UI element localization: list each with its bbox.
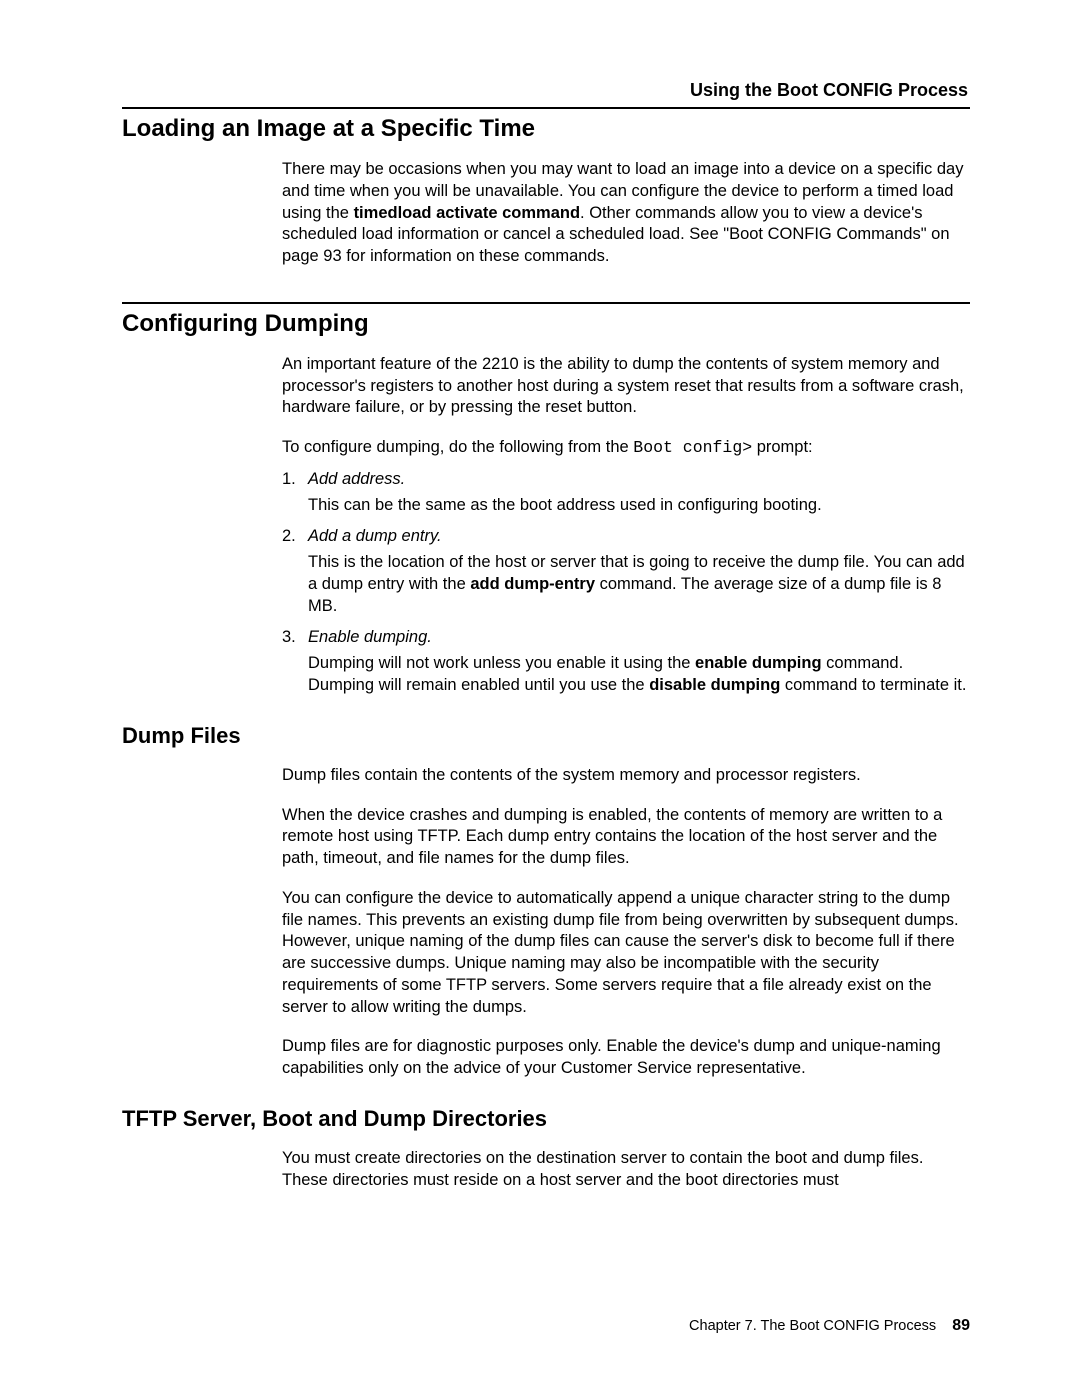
command-enable-dumping: enable dumping: [695, 654, 822, 672]
step-number: 1.: [282, 469, 296, 491]
section3-p3: You can configure the device to automati…: [282, 888, 970, 1019]
command-add-dump-entry: add dump-entry: [470, 575, 595, 593]
section-title-loading-image: Loading an Image at a Specific Time: [122, 115, 970, 143]
step-body: This can be the same as the boot address…: [308, 495, 970, 517]
step-title: Add a dump entry.: [308, 527, 442, 545]
prompt-boot-config: Boot config>: [633, 438, 752, 457]
text: prompt:: [752, 438, 813, 456]
section1-p1: There may be occasions when you may want…: [282, 159, 970, 268]
step-number: 3.: [282, 627, 296, 649]
step-3: 3. Enable dumping. Dumping will not work…: [282, 627, 970, 696]
step-1: 1. Add address. This can be the same as …: [282, 469, 970, 517]
text: To configure dumping, do the following f…: [282, 438, 633, 456]
step-body: This is the location of the host or serv…: [308, 552, 970, 617]
section3-p4: Dump files are for diagnostic purposes o…: [282, 1036, 970, 1080]
section4-p1: You must create directories on the desti…: [282, 1148, 970, 1192]
footer-chapter: Chapter 7. The Boot CONFIG Process: [689, 1318, 936, 1334]
section3-body: Dump files contain the contents of the s…: [282, 765, 970, 1080]
running-head: Using the Boot CONFIG Process: [122, 80, 970, 101]
footer-page-number: 89: [952, 1317, 970, 1334]
section3-p1: Dump files contain the contents of the s…: [282, 765, 970, 787]
section-title-configuring-dumping: Configuring Dumping: [122, 310, 970, 338]
step-title: Enable dumping.: [308, 628, 432, 646]
page-footer: Chapter 7. The Boot CONFIG Process 89: [689, 1317, 970, 1335]
step-title: Add address.: [308, 470, 405, 488]
section4-body: You must create directories on the desti…: [282, 1148, 970, 1192]
step-2: 2. Add a dump entry. This is the locatio…: [282, 526, 970, 617]
section2-p2: To configure dumping, do the following f…: [282, 437, 970, 459]
subsection-title-tftp: TFTP Server, Boot and Dump Directories: [122, 1106, 970, 1132]
page: Using the Boot CONFIG Process Loading an…: [0, 0, 1080, 1397]
step-number: 2.: [282, 526, 296, 548]
section2-p1: An important feature of the 2210 is the …: [282, 354, 970, 419]
step-body: Dumping will not work unless you enable …: [308, 653, 970, 697]
rule-mid: [122, 302, 970, 304]
command-timedload: timedload activate command: [354, 204, 580, 222]
section3-p2: When the device crashes and dumping is e…: [282, 805, 970, 870]
section2-body: An important feature of the 2210 is the …: [282, 354, 970, 697]
command-disable-dumping: disable dumping: [649, 676, 780, 694]
text: command to terminate it.: [780, 676, 966, 694]
rule-top: [122, 107, 970, 109]
text: Dumping will not work unless you enable …: [308, 654, 695, 672]
steps-list: 1. Add address. This can be the same as …: [282, 469, 970, 697]
section1-body: There may be occasions when you may want…: [282, 159, 970, 268]
subsection-title-dump-files: Dump Files: [122, 723, 970, 749]
